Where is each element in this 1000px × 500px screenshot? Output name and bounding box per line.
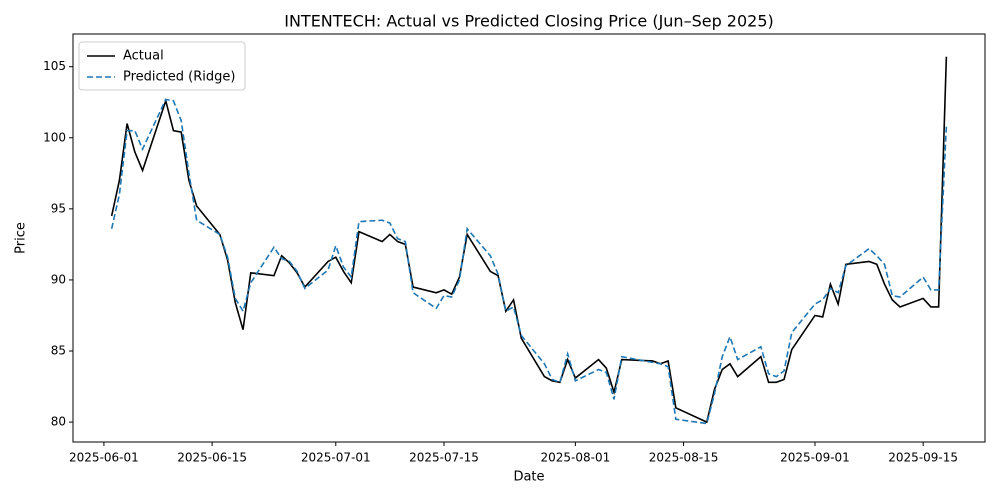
y-tick-label: 85 — [51, 344, 66, 358]
x-tick-label: 2025-09-15 — [888, 451, 958, 465]
plot-frame — [72, 33, 986, 443]
series-line — [110, 56, 948, 424]
x-tick-label: 2025-06-15 — [177, 451, 247, 465]
x-tick-label: 2025-09-01 — [780, 451, 850, 465]
x-tick-label: 2025-07-15 — [409, 451, 479, 465]
chart-title: INTENTECH: Actual vs Predicted Closing P… — [284, 12, 774, 31]
y-tick-label: 90 — [51, 272, 66, 286]
x-tick-label: 2025-08-15 — [649, 451, 719, 465]
legend-label: Actual — [123, 49, 164, 64]
legend-box — [78, 41, 246, 91]
x-tick-label: 2025-08-01 — [540, 451, 610, 465]
x-axis-label: Date — [513, 470, 544, 485]
y-axis-label: Price — [14, 222, 29, 254]
x-tick-label: 2025-07-01 — [301, 451, 371, 465]
y-tick-label: 105 — [43, 59, 66, 73]
y-tick-label: 80 — [51, 415, 66, 429]
series-line — [110, 98, 948, 425]
x-tick-label: 2025-06-01 — [69, 451, 139, 465]
legend-label: Predicted (Ridge) — [123, 70, 235, 85]
y-tick-label: 95 — [51, 201, 66, 215]
y-tick-label: 100 — [43, 130, 66, 144]
